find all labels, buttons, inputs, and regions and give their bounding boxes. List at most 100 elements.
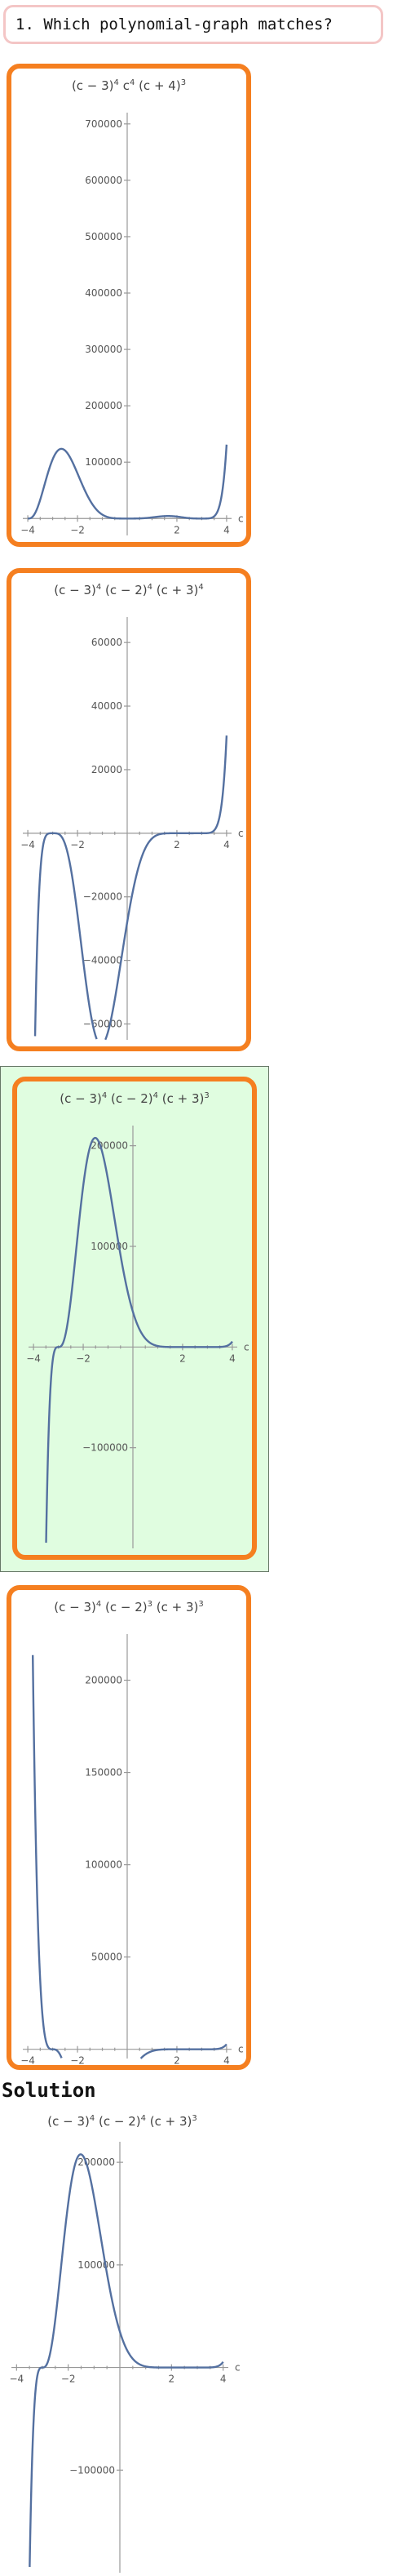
title-factor: (c − 3) (72, 78, 114, 93)
title-exponent: 4 (96, 583, 101, 592)
correct-answer-highlight: (c − 3)4 (c − 2)4 (c + 3)3 c −4 −2 2 4 −100000… (0, 1066, 269, 1572)
title-factor: (c + 3) (158, 1091, 204, 1106)
x-tick-label: 4 (220, 2374, 227, 2385)
title-exponent: 3 (192, 2114, 196, 2123)
x-tick-label: −2 (76, 1352, 91, 1364)
plot-title: (c − 3)4 (c − 2)3 (c + 3)3 (54, 1600, 203, 1614)
title-exponent: 4 (114, 78, 119, 87)
x-tick-label: −2 (70, 2055, 85, 2065)
x-tick-label: 4 (223, 839, 230, 851)
plot-title: (c − 3)4 c4 (c + 4)3 (72, 78, 186, 93)
title-exponent: 4 (141, 2114, 146, 2123)
y-tick-label: 200000 (85, 1675, 122, 1686)
x-tick-label: 2 (174, 839, 180, 851)
x-tick-label: 4 (223, 2055, 230, 2065)
x-tick-label: 4 (223, 524, 230, 535)
title-exponent: 4 (130, 78, 135, 87)
x-tick-label: 4 (229, 1352, 236, 1364)
title-factor: c (119, 78, 130, 93)
series-line (31, 1654, 227, 2059)
title-factor: (c − 3) (47, 2114, 90, 2129)
y-tick-label: 600000 (85, 175, 122, 186)
title-factor: (c − 2) (101, 1600, 147, 1614)
option-2-plot: (c − 3)4 (c − 2)4 (c + 3)4c−4 −2 2 4−60000−… (20, 583, 244, 1041)
option-2[interactable]: (c − 3)4 (c − 2)4 (c + 3)4 c −4 −2 2 4 −60000−… (7, 568, 251, 1051)
option-3[interactable]: (c − 3)4 (c − 2)4 (c + 3)3 c −4 −2 2 4 −100000… (12, 1077, 257, 1560)
title-factor: (c + 3) (146, 2114, 192, 2129)
question-box: 1. Which polynomial-graph matches? (3, 5, 383, 44)
y-tick-label: 200000 (85, 400, 122, 411)
y-tick-label: 200000 (77, 2156, 115, 2168)
x-axis-label: c (238, 2044, 244, 2055)
y-tick-label: 150000 (85, 1767, 122, 1779)
solution-heading: Solution (2, 2079, 96, 2102)
y-tick-label: 20000 (91, 764, 122, 775)
x-tick-label: −4 (9, 2374, 24, 2385)
series-line (45, 1136, 233, 1543)
x-axis-label: c (238, 828, 244, 839)
title-factor: (c − 2) (95, 2114, 140, 2129)
plot-title: (c − 3)4 (c − 2)4 (c + 3)4 (54, 583, 203, 597)
plot-title: (c − 3)4 (c − 2)4 (c + 3)3 (60, 1091, 209, 1106)
y-tick-label: 100000 (85, 456, 122, 468)
title-factor: (c + 4) (135, 78, 180, 93)
y-tick-label: 200000 (91, 1140, 128, 1152)
solution-plot: (c − 3)4 (c − 2)4 (c + 3)3c−4 −2 2 4−100000… (9, 2114, 241, 2573)
title-exponent: 4 (153, 1091, 158, 1100)
x-axis-label: c (238, 513, 244, 524)
title-exponent: 4 (198, 583, 203, 592)
x-tick-label: −2 (70, 524, 85, 535)
option-1-plot: (c − 3)4 c4 (c + 4)3c−4 −2 2 41000002000003… (20, 78, 244, 535)
option-3-plot: (c − 3)4 (c − 2)4 (c + 3)3 c −4 −2 2 4 −100000… (26, 1091, 249, 1548)
title-exponent: 4 (148, 583, 152, 592)
question-text: 1. Which polynomial-graph matches? (15, 16, 333, 33)
y-tick-label: 60000 (91, 637, 122, 648)
plot-title: (c − 3)4 (c − 2)4 (c + 3)3 (47, 2114, 196, 2129)
title-exponent: 3 (148, 1600, 152, 1609)
option-1[interactable]: (c − 3)4 c4 (c + 4)3 c −4 −2 2 4 100000 200000 3… (7, 64, 251, 547)
y-tick-label: 500000 (85, 231, 122, 242)
y-tick-label: 40000 (91, 700, 122, 712)
x-tick-label: −4 (20, 2055, 35, 2065)
option-4[interactable]: (c − 3)4 (c − 2)3 (c + 3)3 c −4 −2 2 4 50000 10… (7, 1585, 251, 2070)
x-tick-label: 2 (174, 524, 180, 535)
x-axis-label: c (244, 1341, 249, 1352)
y-tick-label: −60000 (83, 1019, 122, 1030)
title-factor: (c + 3) (152, 583, 198, 597)
series-line (33, 735, 228, 1041)
title-factor: (c − 3) (60, 1091, 102, 1106)
title-factor: (c − 3) (54, 583, 96, 597)
y-tick-label: 300000 (85, 344, 122, 355)
title-exponent: 4 (96, 1600, 101, 1609)
x-tick-label: −4 (20, 839, 35, 851)
series-line (29, 2153, 224, 2567)
x-tick-label: 2 (169, 2374, 175, 2385)
x-tick-label: −2 (70, 839, 85, 851)
x-tick-label: −4 (20, 524, 35, 535)
y-tick-label: −40000 (83, 955, 122, 966)
x-tick-label: 2 (179, 1352, 186, 1364)
y-tick-label: 700000 (85, 118, 122, 130)
y-tick-label: 100000 (91, 1241, 128, 1252)
y-tick-label: 100000 (77, 2259, 115, 2271)
x-tick-label: −4 (26, 1352, 41, 1364)
series-line (28, 444, 228, 520)
y-tick-label: −100000 (69, 2464, 115, 2476)
y-tick-label: −20000 (83, 891, 122, 903)
title-factor: (c − 3) (54, 1600, 96, 1614)
title-exponent: 3 (198, 1600, 203, 1609)
title-factor: (c − 2) (101, 583, 147, 597)
x-tick-label: 2 (174, 2055, 180, 2065)
y-tick-label: 100000 (85, 1859, 122, 1871)
title-exponent: 4 (102, 1091, 107, 1100)
title-exponent: 4 (90, 2114, 95, 2123)
title-exponent: 3 (181, 78, 186, 87)
x-axis-label: c (235, 2362, 241, 2374)
title-factor: (c + 3) (152, 1600, 198, 1614)
option-4-plot: (c − 3)4 (c − 2)3 (c + 3)3c−4 −2 2 45000010… (20, 1600, 244, 2065)
title-exponent: 3 (204, 1091, 209, 1100)
y-tick-label: 50000 (91, 1952, 122, 1963)
x-tick-label: −2 (61, 2374, 76, 2385)
y-tick-label: −100000 (82, 1442, 128, 1454)
y-tick-label: 400000 (85, 287, 122, 299)
